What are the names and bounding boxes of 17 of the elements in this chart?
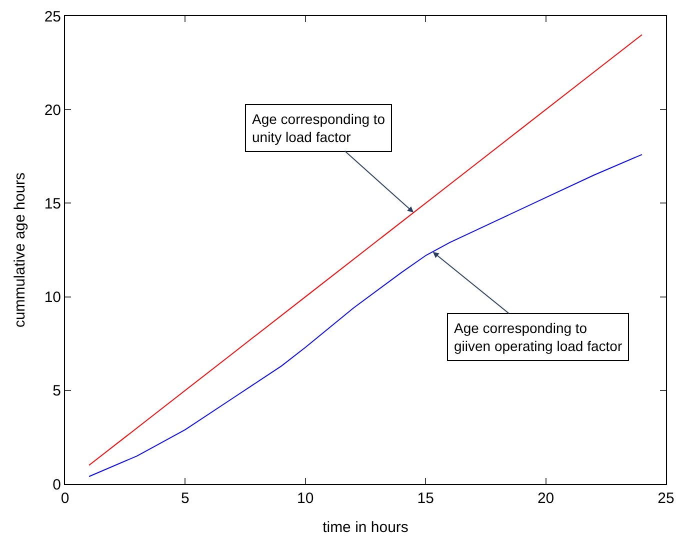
y-tick-label: 0 [52, 476, 61, 494]
line-series [88, 34, 642, 466]
annotation: Age corresponding to unity load factor [252, 111, 386, 146]
y-tick-label: 25 [44, 8, 61, 26]
x-tick-label: 10 [297, 490, 314, 507]
x-tick-label: 25 [658, 490, 674, 507]
y-tick-label: 5 [52, 382, 61, 400]
x-tick-label: 15 [417, 490, 434, 507]
line-series [88, 154, 642, 478]
y-tick-label: 15 [44, 195, 61, 212]
y-axis-title: cummulative age hours [12, 172, 29, 328]
x-axis-title: time in hours [322, 519, 408, 536]
x-tick-label: 20 [537, 490, 554, 507]
y-tick-label: 20 [44, 102, 61, 119]
y-tick-label: 10 [44, 289, 61, 306]
x-tick-label: 5 [181, 490, 190, 507]
annotation: Age corresponding to giiven operating load factor [454, 320, 622, 354]
